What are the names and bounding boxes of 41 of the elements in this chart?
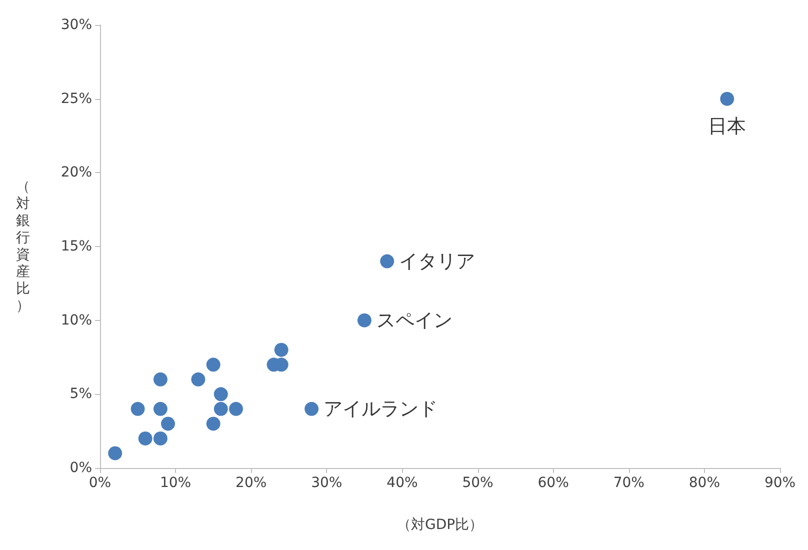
- point: [206, 416, 220, 431]
- point: [130, 402, 145, 416]
- y-axis-title: （対銀行資産比）: [16, 179, 30, 314]
- annotation: スペイン: [376, 309, 452, 332]
- x-tick-label: 90%: [764, 475, 796, 491]
- x-tick-label: 0%: [88, 475, 112, 491]
- point: [214, 387, 228, 402]
- point: [206, 358, 220, 372]
- point: [214, 402, 228, 416]
- y-tick-label: 15%: [60, 238, 92, 254]
- y-tick-label: 30%: [60, 17, 92, 33]
- x-tick-label: 40%: [386, 475, 418, 491]
- point: [138, 431, 152, 446]
- point: [380, 254, 394, 268]
- point: [153, 372, 168, 386]
- point: [720, 92, 734, 106]
- x-tick-label: 70%: [613, 475, 644, 491]
- y-tick-label: 10%: [60, 312, 92, 328]
- y-tick-label: 20%: [60, 164, 92, 181]
- y-tick-label: 0%: [70, 460, 92, 476]
- x-tick-label: 20%: [236, 475, 267, 491]
- x-axis-title: （対GDP比）: [396, 517, 484, 533]
- point: [153, 402, 168, 416]
- x-tick-label: 50%: [462, 475, 494, 491]
- point: [153, 431, 168, 446]
- y-tick-label: 5%: [70, 386, 92, 402]
- point: [357, 313, 372, 328]
- x-tick-label: 80%: [688, 475, 720, 491]
- annotation: アイルランド: [324, 398, 438, 420]
- point: [274, 342, 288, 357]
- point: [161, 416, 175, 431]
- y-tick-label: 25%: [60, 90, 92, 107]
- annotation: 日本: [708, 115, 746, 138]
- annotation: イタリア: [399, 250, 476, 272]
- point: [108, 446, 122, 460]
- point: [229, 402, 243, 416]
- point: [304, 402, 319, 416]
- point: [191, 372, 206, 386]
- x-tick-label: 60%: [538, 475, 569, 491]
- x-tick-label: 10%: [160, 475, 192, 491]
- x-tick-label: 30%: [311, 475, 342, 491]
